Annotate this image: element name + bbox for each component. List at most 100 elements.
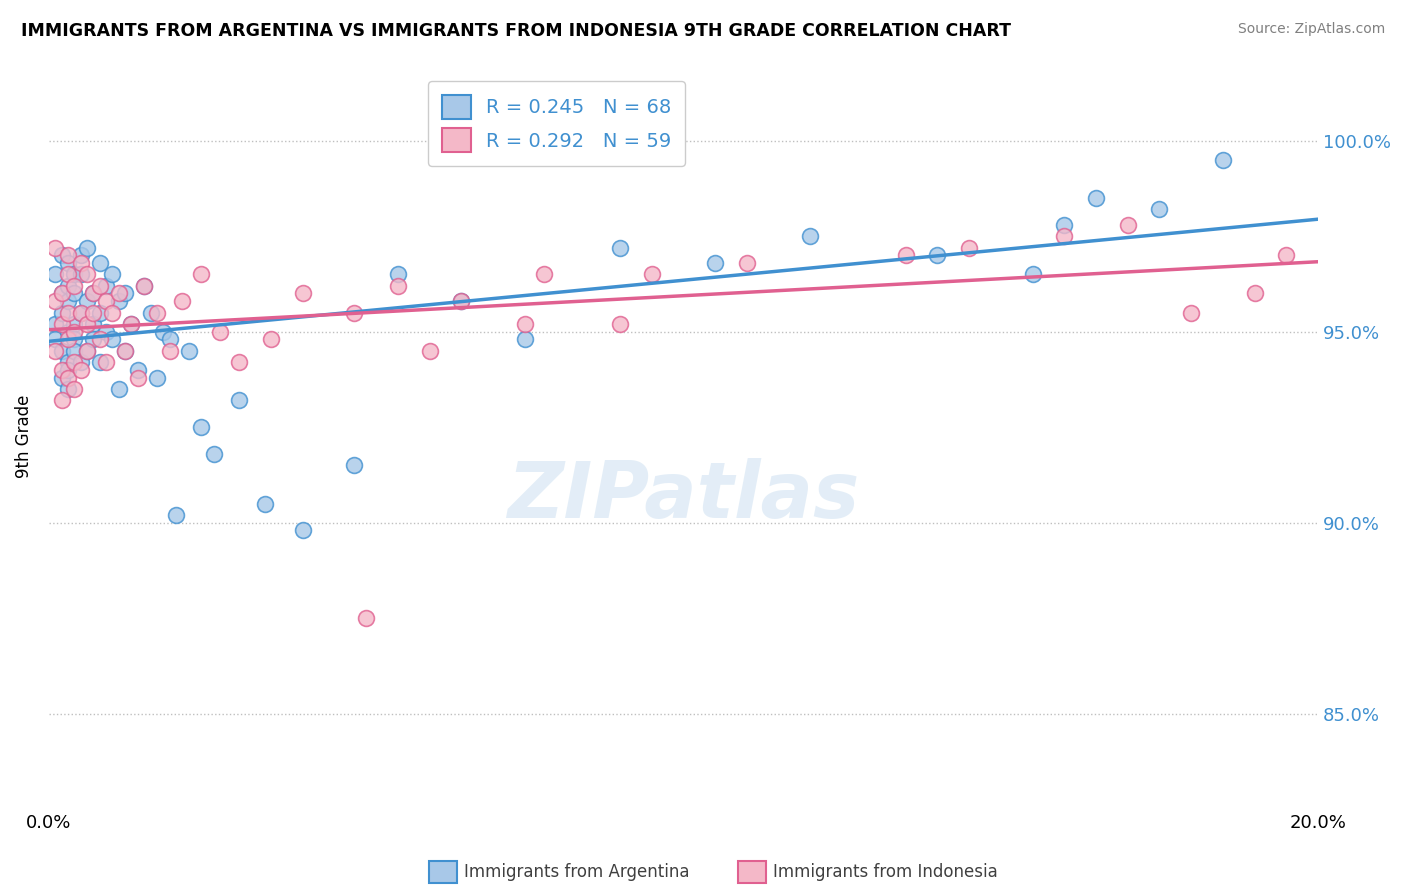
Text: ZIPatlas: ZIPatlas — [508, 458, 859, 534]
Point — [51, 370, 73, 384]
Point — [533, 268, 555, 282]
Point — [56, 294, 79, 309]
Point — [89, 256, 111, 270]
Point — [387, 278, 409, 293]
Point — [202, 447, 225, 461]
Point — [63, 332, 86, 346]
Point — [56, 382, 79, 396]
Point — [89, 305, 111, 319]
Point — [63, 325, 86, 339]
Point — [63, 268, 86, 282]
Point — [56, 278, 79, 293]
Point — [152, 325, 174, 339]
Point — [56, 305, 79, 319]
Point — [94, 355, 117, 369]
Point — [69, 256, 91, 270]
Point — [101, 268, 124, 282]
Point — [56, 325, 79, 339]
Point — [1021, 268, 1043, 282]
Point — [641, 268, 664, 282]
Point — [94, 278, 117, 293]
Point — [44, 268, 66, 282]
Point — [1149, 202, 1171, 217]
Point — [63, 278, 86, 293]
Point — [513, 317, 536, 331]
Point — [51, 305, 73, 319]
Point — [63, 286, 86, 301]
Point — [1275, 248, 1298, 262]
Point — [291, 286, 314, 301]
Point — [260, 332, 283, 346]
Point — [101, 332, 124, 346]
Point — [44, 332, 66, 346]
Point — [165, 508, 187, 523]
Point — [56, 332, 79, 346]
Point — [63, 317, 86, 331]
Point — [76, 343, 98, 358]
Point — [76, 343, 98, 358]
Point — [1116, 218, 1139, 232]
Point — [1053, 229, 1076, 244]
Point — [894, 248, 917, 262]
Point — [44, 317, 66, 331]
Point — [69, 355, 91, 369]
Point — [799, 229, 821, 244]
Point — [1085, 191, 1108, 205]
Point — [76, 317, 98, 331]
Point — [253, 497, 276, 511]
Point — [69, 363, 91, 377]
Point — [957, 241, 980, 255]
Point — [134, 278, 156, 293]
Point — [107, 294, 129, 309]
Point — [146, 370, 169, 384]
Point — [94, 325, 117, 339]
Point — [56, 355, 79, 369]
Point — [139, 305, 162, 319]
Point — [51, 343, 73, 358]
Point — [146, 305, 169, 319]
Point — [56, 256, 79, 270]
Point — [51, 286, 73, 301]
Point — [704, 256, 727, 270]
Point — [1243, 286, 1265, 301]
Point — [89, 332, 111, 346]
Point — [291, 524, 314, 538]
Point — [44, 241, 66, 255]
Point — [76, 294, 98, 309]
Point — [177, 343, 200, 358]
Point — [82, 286, 104, 301]
Point — [190, 268, 212, 282]
Point — [1212, 153, 1234, 167]
Point — [82, 286, 104, 301]
Point — [76, 268, 98, 282]
Point — [107, 382, 129, 396]
Point — [450, 294, 472, 309]
Point — [101, 305, 124, 319]
Point — [63, 355, 86, 369]
Point — [51, 363, 73, 377]
Point — [69, 305, 91, 319]
Point — [121, 317, 143, 331]
Point — [56, 268, 79, 282]
Point — [82, 332, 104, 346]
Point — [609, 241, 631, 255]
Text: Immigrants from Indonesia: Immigrants from Indonesia — [773, 863, 998, 881]
Point — [609, 317, 631, 331]
Point — [56, 370, 79, 384]
Point — [450, 294, 472, 309]
Point — [44, 343, 66, 358]
Point — [51, 286, 73, 301]
Point — [228, 355, 250, 369]
Point — [342, 458, 364, 473]
Point — [114, 343, 136, 358]
Point — [927, 248, 949, 262]
Point — [107, 286, 129, 301]
Point — [82, 305, 104, 319]
Point — [76, 241, 98, 255]
Point — [172, 294, 194, 309]
Point — [342, 305, 364, 319]
Point — [209, 325, 232, 339]
Point — [159, 343, 181, 358]
Point — [82, 317, 104, 331]
Point — [89, 355, 111, 369]
